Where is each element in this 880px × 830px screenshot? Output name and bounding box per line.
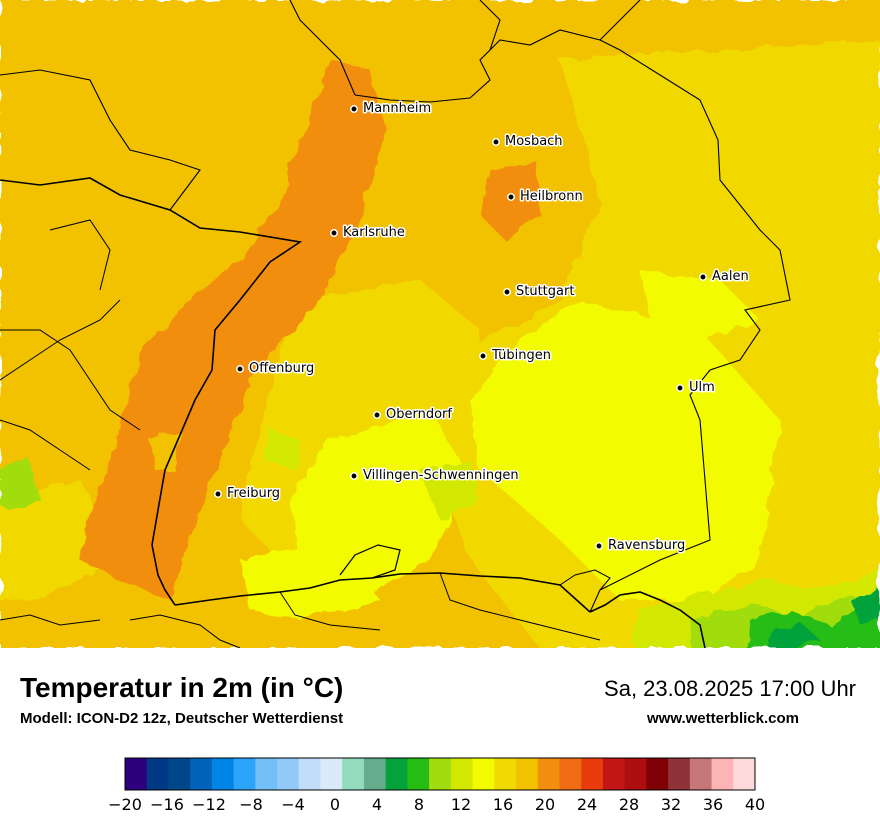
map-title: Temperatur in 2m (in °C) [20,672,344,703]
city-label: Karlsruhe [343,225,405,240]
city-dot [373,411,381,419]
legend-tick-label: 40 [745,795,765,814]
legend-swatch [602,758,626,790]
legend-swatch [668,758,691,790]
legend-swatch [363,758,387,790]
legend-swatch [233,758,256,790]
legend-swatch [320,758,343,790]
legend-swatch [450,758,474,790]
city-label: Stuttgart [516,284,574,299]
city-freiburg: Freiburg [214,485,282,503]
legend-swatch [190,758,213,790]
legend-tick-label: 16 [493,795,513,814]
legend-swatch [559,758,582,790]
legend-swatch [646,758,669,790]
city-dot [330,229,338,237]
temperature-legend: −20 −16 −12 −8 −4 0 4 8 12 16 20 24 28 32 36 40 [108,757,765,814]
legend-swatch [494,758,517,790]
legend-tick-label: 4 [372,795,382,814]
legend-swatch [516,758,539,790]
borders [0,0,791,648]
city-mannheim: Mannheim [350,100,433,118]
city-mosbach: Mosbach [492,133,564,151]
city-aalen: Aalen [699,268,750,286]
city-oberndorf: Oberndorf [373,406,454,424]
legend-tick-label: 24 [577,795,597,814]
city-t-bingen: Tübingen [479,347,553,365]
city-label: Mannheim [363,101,431,116]
city-dot [676,384,684,392]
city-label: Offenburg [249,361,314,376]
city-dot [507,193,515,201]
legend-swatch [581,758,604,790]
temperature-map: Mannheim Mosbach Heilbronn Karlsruhe Aalen St… [0,0,880,648]
city-label: Heilbronn [520,189,583,204]
city-villingen-schwenningen: Villingen-Schwenningen [350,467,520,485]
city-dot [350,105,358,113]
city-stuttgart: Stuttgart [503,283,576,301]
legend-swatch [537,758,560,790]
legend-swatch [472,758,495,790]
legend-swatch [624,758,647,790]
legend-tick-label: −20 [108,795,142,814]
legend-tick-label: −12 [192,795,226,814]
legend-swatch [429,758,452,790]
city-dot [699,273,707,281]
legend-swatch [211,758,235,790]
city-label: Freiburg [227,486,280,501]
legend-tick-label: 36 [703,795,723,814]
map-footer: Temperatur in 2m (in °C) Modell: ICON-D2… [0,648,880,830]
legend-tick-label: −4 [281,795,305,814]
legend-tick-label: −8 [239,795,263,814]
city-dot [503,288,511,296]
legend-swatch [168,758,191,790]
legend-tick-label: 28 [619,795,639,814]
website-link[interactable]: www.wetterblick.com [647,710,799,727]
legend-swatch [277,758,300,790]
legend-tick-label: 0 [330,795,340,814]
legend-swatch [298,758,322,790]
legend-tick-label: −16 [150,795,184,814]
city-offenburg: Offenburg [236,360,316,378]
city-heilbronn: Heilbronn [507,188,584,206]
city-ulm: Ulm [676,379,716,397]
city-label: Ravensburg [608,538,685,553]
city-label: Ulm [689,380,715,395]
city-karlsruhe: Karlsruhe [330,224,406,242]
legend-swatch [689,758,713,790]
city-dot [595,542,603,550]
city-dot [214,490,222,498]
city-dot [350,472,358,480]
city-label: Villingen-Schwenningen [363,468,519,483]
legend-swatch [385,758,408,790]
legend-tick-label: 12 [451,795,471,814]
city-dot [492,138,500,146]
city-ravensburg: Ravensburg [595,537,687,555]
model-info: Modell: ICON-D2 12z, Deutscher Wetterdie… [20,710,344,727]
legend-swatch [255,758,278,790]
city-markers: Mannheim Mosbach Heilbronn Karlsruhe Aalen St… [214,100,750,555]
city-dot [479,352,487,360]
forecast-datetime: Sa, 23.08.2025 17:00 Uhr [604,676,856,701]
legend-tick-label: 8 [414,795,424,814]
city-label: Oberndorf [386,407,452,422]
temperature-field [0,0,880,648]
legend-tick-label: 20 [535,795,555,814]
city-label: Mosbach [505,134,563,149]
city-dot [236,365,244,373]
legend-swatch [146,758,169,790]
legend-border [124,757,756,791]
legend-swatch [407,758,430,790]
city-label: Aalen [712,269,749,284]
legend-tick-label: 32 [661,795,681,814]
legend-swatch [733,758,756,790]
legend-swatch [342,758,365,790]
city-label: Tübingen [491,348,551,363]
legend-swatch [711,758,734,790]
legend-swatch [125,758,148,790]
